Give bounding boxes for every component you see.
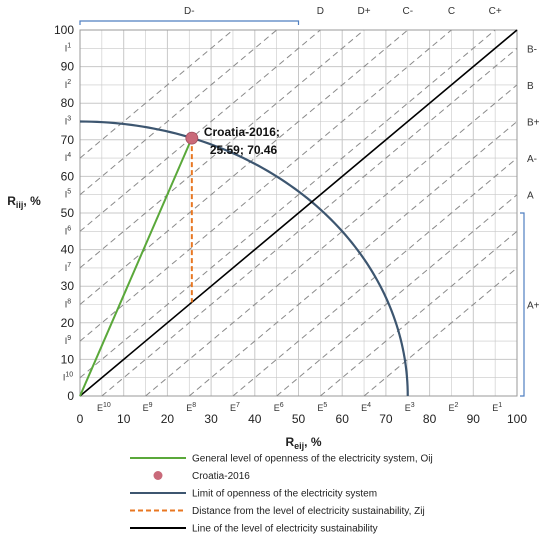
x-axis-label: Reij, % [285, 435, 321, 451]
point-annotation-line2: 25.59; 70.46 [210, 143, 278, 157]
top-grade-label: D- [184, 6, 195, 17]
y-tick-label: 70 [61, 133, 75, 147]
x-tick-label: 20 [161, 412, 175, 426]
legend-marker-point [153, 471, 163, 480]
x-tick-label: 100 [507, 412, 527, 426]
croatia-point [185, 131, 199, 145]
y-axis-label: Riij, % [7, 194, 41, 210]
top-bracket-d-minus [79, 20, 300, 25]
legend: General level of openness of the electri… [130, 454, 433, 535]
point-annotation-line1: Croatia-2016; [204, 125, 280, 139]
y-tick-label: 50 [61, 206, 75, 220]
x-tick-label: 50 [292, 412, 306, 426]
legend-label-point: Croatia-2016 [192, 471, 250, 482]
right-grade-label: B [527, 81, 534, 92]
top-grade-label: C- [402, 6, 413, 17]
legend-label-openness: General level of openness of the electri… [192, 454, 433, 465]
legend-label-limit: Limit of openness of the electricity sys… [192, 489, 377, 500]
openness-line [79, 137, 193, 397]
y-tick-label: 10 [61, 352, 75, 366]
x-tick-label: 70 [379, 412, 393, 426]
right-grade-label: B- [527, 44, 537, 55]
diagonal-guide [101, 47, 518, 397]
i-level-label: I9 [65, 335, 72, 346]
diagonal-guide [276, 194, 518, 397]
x-tick-label: 80 [423, 412, 437, 426]
right-grade-label: A [527, 191, 534, 202]
y-tick-label: 20 [61, 316, 75, 330]
right-bracket-a-plus [520, 212, 525, 397]
plot-frame [79, 29, 518, 397]
y-tick-label: 30 [61, 279, 75, 293]
e-level-label: E6 [274, 402, 284, 413]
x-tick-label: 10 [117, 412, 131, 426]
i-level-label: I7 [65, 262, 72, 273]
top-grade-label: D [317, 6, 324, 17]
series-layer [79, 29, 518, 397]
i-level-label: I6 [65, 225, 72, 236]
diagonal-guide [79, 29, 452, 342]
top-grade-label: C [448, 6, 455, 17]
i-level-label: I3 [65, 116, 72, 127]
right-grade-label: A- [527, 154, 537, 165]
y-tick-label: 80 [61, 96, 75, 110]
x-tick-label: 60 [336, 412, 350, 426]
e-level-label: E1 [492, 402, 502, 413]
legend-label-distance: Distance from the level of electricity s… [192, 506, 425, 517]
e-level-label: E7 [230, 402, 240, 413]
y-tick-label: 100 [54, 23, 74, 37]
sustainability-line [79, 29, 518, 397]
top-grade-label: C+ [489, 6, 502, 17]
legend-label-sustainability: Line of the level of electricity sustain… [192, 524, 378, 535]
x-tick-label: 30 [204, 412, 218, 426]
y-tick-label: 60 [61, 169, 75, 183]
diagonal-guide [320, 230, 518, 397]
y-tick-label: 90 [61, 60, 75, 74]
x-tick-label: 0 [77, 412, 84, 426]
diagonal-guide [79, 29, 321, 232]
diagonal-guide [79, 29, 409, 305]
diagonal-guide [145, 84, 518, 397]
i-level-label: I4 [65, 152, 72, 163]
i-level-label: I8 [65, 299, 72, 310]
i-level-label: I10 [63, 372, 73, 383]
diagonal-guide [363, 267, 518, 397]
e-level-label: E8 [186, 402, 196, 413]
diagonal-guide [79, 29, 234, 159]
diagonal-guide [188, 121, 518, 397]
label-layer: Croatia-2016; 25.59; 70.46 0 10 20 30 40 50 60 70… [7, 6, 539, 451]
e-level-label: E9 [143, 402, 153, 413]
e-level-label: E3 [405, 402, 415, 413]
i-level-label: I2 [65, 79, 72, 90]
top-grade-label: D+ [358, 6, 371, 17]
right-grade-label: A+ [527, 301, 540, 312]
x-tick-label: 90 [467, 412, 481, 426]
y-tick-label: 40 [61, 243, 75, 257]
grid-layer [79, 29, 518, 397]
right-grade-label: B+ [527, 118, 540, 129]
diagonal-guides [79, 29, 518, 397]
i-level-label: I5 [65, 189, 72, 200]
y-tick-label: 0 [67, 389, 74, 403]
e-level-label: E2 [448, 402, 458, 413]
e-level-label: E5 [317, 402, 327, 413]
x-tick-label: 40 [248, 412, 262, 426]
i-level-label: I1 [65, 42, 72, 53]
e-level-label: E10 [97, 402, 111, 413]
diagonal-guide [79, 29, 496, 379]
e-level-label: E4 [361, 402, 371, 413]
diagonal-guide [79, 29, 277, 196]
